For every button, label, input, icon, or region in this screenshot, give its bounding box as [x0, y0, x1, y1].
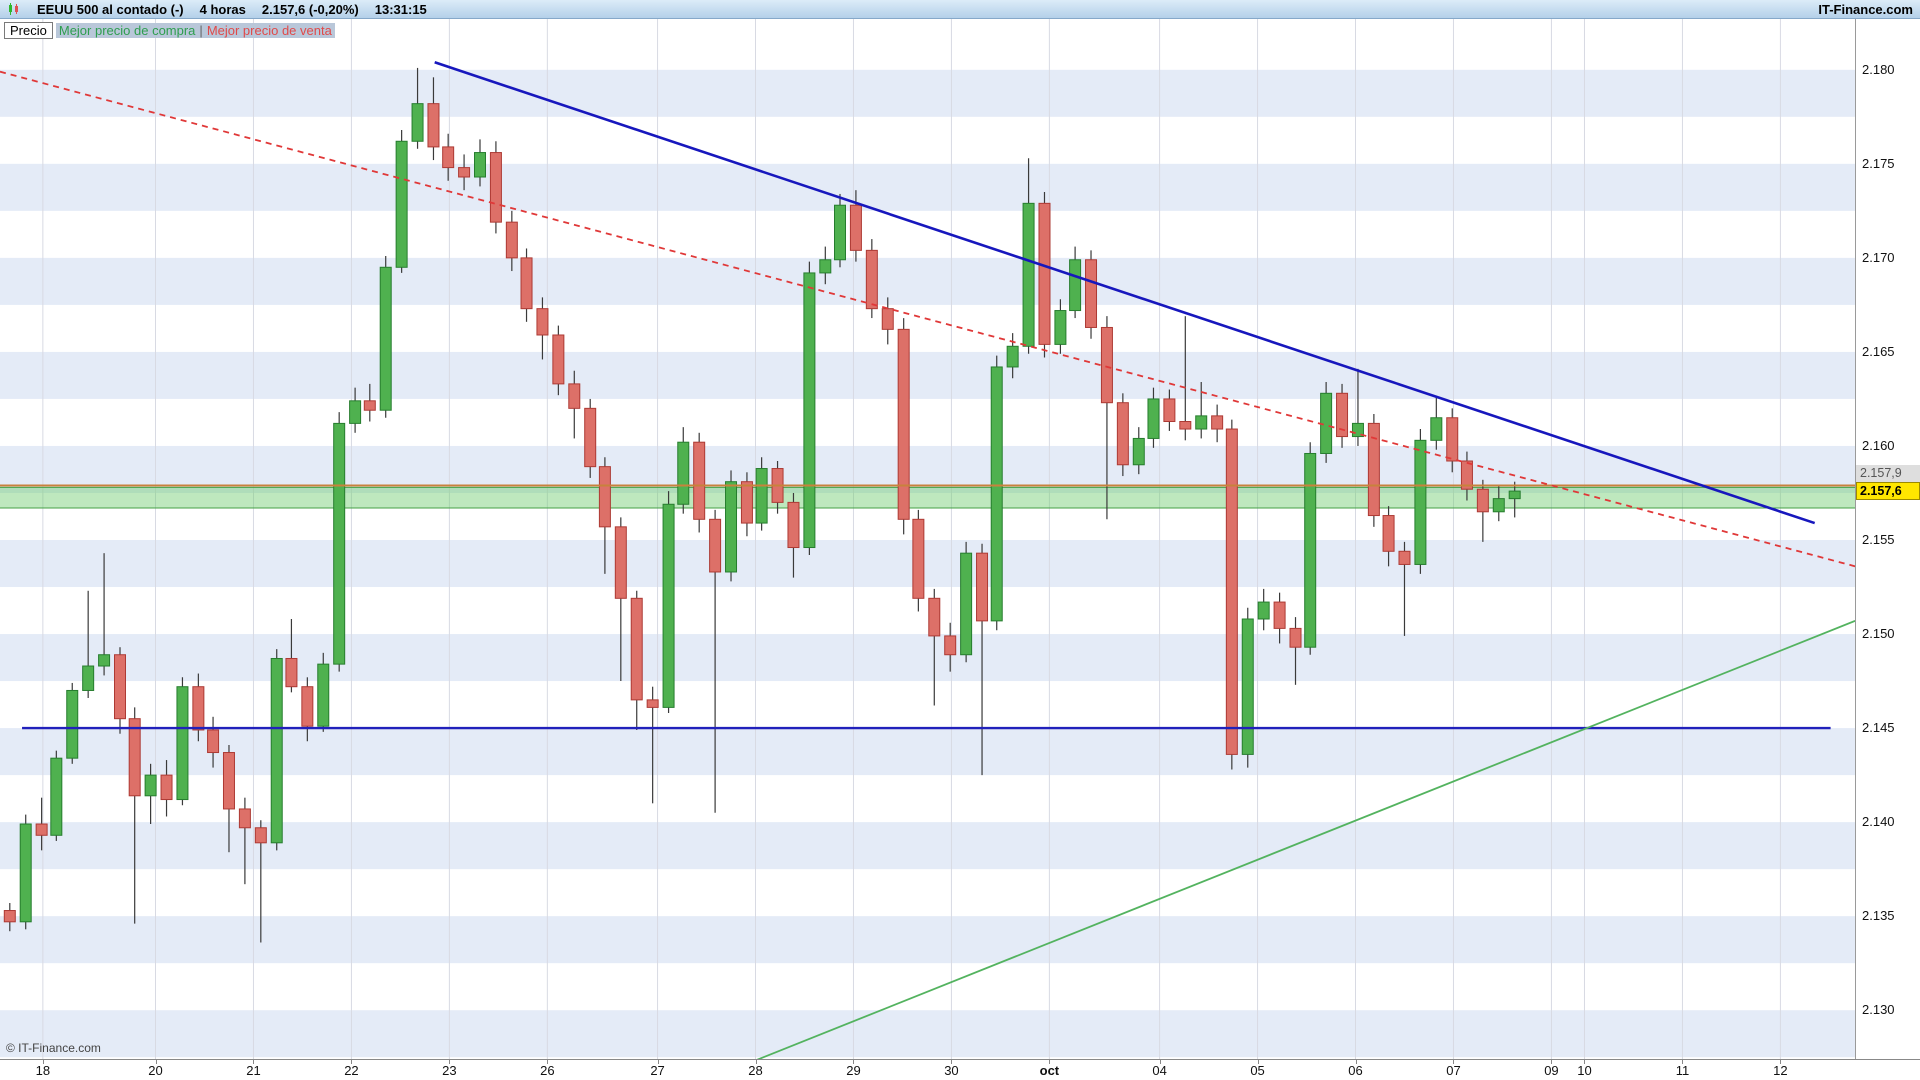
time-axis-label: 06: [1348, 1063, 1363, 1078]
price-level-tag: 2.157,9: [1856, 465, 1920, 483]
time-axis-tick: [351, 1060, 353, 1064]
time-axis-label: 21: [246, 1063, 261, 1078]
candlestick-icon: [7, 2, 21, 16]
time-axis-tick: [547, 1060, 549, 1064]
time-axis-label: 28: [748, 1063, 763, 1078]
time-axis-label: 09: [1544, 1063, 1559, 1078]
price-axis-label: 2.165: [1862, 343, 1895, 359]
price-axis-label: 2.130: [1862, 1002, 1895, 1018]
titlebar: EEUU 500 al contado (-) 4 horas 2.157,6 …: [0, 0, 1920, 19]
price-axis-label: 2.170: [1862, 249, 1895, 265]
time-axis-tick: [1049, 1060, 1051, 1064]
time-axis-label: 20: [148, 1063, 163, 1078]
time-axis-label: 04: [1152, 1063, 1167, 1078]
brand-label: IT-Finance.com: [1818, 1, 1913, 17]
time-axis[interactable]: 18 20 21 22 23 26 27 28 29 30 oct 04 05 06 07 09 10 11 12: [0, 1059, 1920, 1080]
time-axis-tick: [1159, 1060, 1161, 1064]
time-axis-tick: [1551, 1060, 1553, 1064]
legend-best-bid[interactable]: Mejor precio de compra: [55, 23, 199, 38]
price-axis-label: 2.180: [1862, 61, 1895, 77]
time-axis-tick: [755, 1060, 757, 1064]
time-axis-tick: [1682, 1060, 1684, 1064]
legend-precio[interactable]: Precio: [4, 22, 53, 39]
time-axis-label: 29: [846, 1063, 861, 1078]
time-axis-label: 07: [1446, 1063, 1461, 1078]
time-axis-tick: [1584, 1060, 1586, 1064]
legend-best-ask[interactable]: Mejor precio de venta: [203, 23, 335, 38]
time-axis-label: 22: [344, 1063, 359, 1078]
time-axis-label: oct: [1039, 1063, 1060, 1078]
price-axis[interactable]: 2.180 2.175 2.170 2.165 2.160 2.155 2.150 2.145…: [1855, 0, 1920, 1080]
timeframe-label: 4 horas: [199, 1, 246, 17]
price-axis-label: 2.160: [1862, 437, 1895, 453]
time-axis-tick: [853, 1060, 855, 1064]
time-axis-tick: [1355, 1060, 1357, 1064]
time-axis-tick: [657, 1060, 659, 1064]
time-axis-label: 12: [1773, 1063, 1788, 1078]
time-axis-tick: [449, 1060, 451, 1064]
time-axis-label: 05: [1250, 1063, 1265, 1078]
time-axis-label: 27: [650, 1063, 665, 1078]
change-percent: (-0,20%): [308, 1, 359, 17]
price-axis-label: 2.155: [1862, 532, 1895, 547]
time-axis-label: 11: [1675, 1063, 1690, 1078]
time-axis-tick: [1257, 1060, 1259, 1064]
time-axis-label: 18: [35, 1063, 51, 1078]
instrument-name: EEUU 500 al contado (-): [37, 1, 184, 17]
time-axis-tick: [1780, 1060, 1782, 1064]
last-price-header: 2.157,6 (-0,20%): [261, 1, 359, 17]
price-axis-label: 2.150: [1862, 626, 1895, 642]
time-axis-label: 10: [1577, 1063, 1592, 1078]
time-axis-tick: [951, 1060, 953, 1064]
price-axis-label: 2.145: [1862, 720, 1895, 736]
time-axis-tick: [155, 1060, 157, 1064]
time-axis-tick: [1453, 1060, 1455, 1064]
time-axis-label: 26: [540, 1063, 555, 1078]
legend-separator: |: [198, 23, 204, 38]
copyright: © IT-Finance.com: [6, 1041, 101, 1055]
time-axis-label: 23: [442, 1063, 457, 1078]
price-axis-label: 2.135: [1862, 908, 1895, 924]
last-price-tag: 2.157,6: [1856, 482, 1920, 501]
clock-time: 13:31:15: [374, 1, 427, 17]
price-axis-label: 2.140: [1862, 814, 1895, 830]
time-axis-tick: [253, 1060, 255, 1064]
time-axis-tick: [42, 1060, 44, 1064]
price-axis-label: 2.175: [1862, 155, 1895, 171]
legend-bar: Precio Mejor precio de compra | Mejor pr…: [4, 22, 335, 39]
time-axis-label: 30: [944, 1063, 959, 1078]
